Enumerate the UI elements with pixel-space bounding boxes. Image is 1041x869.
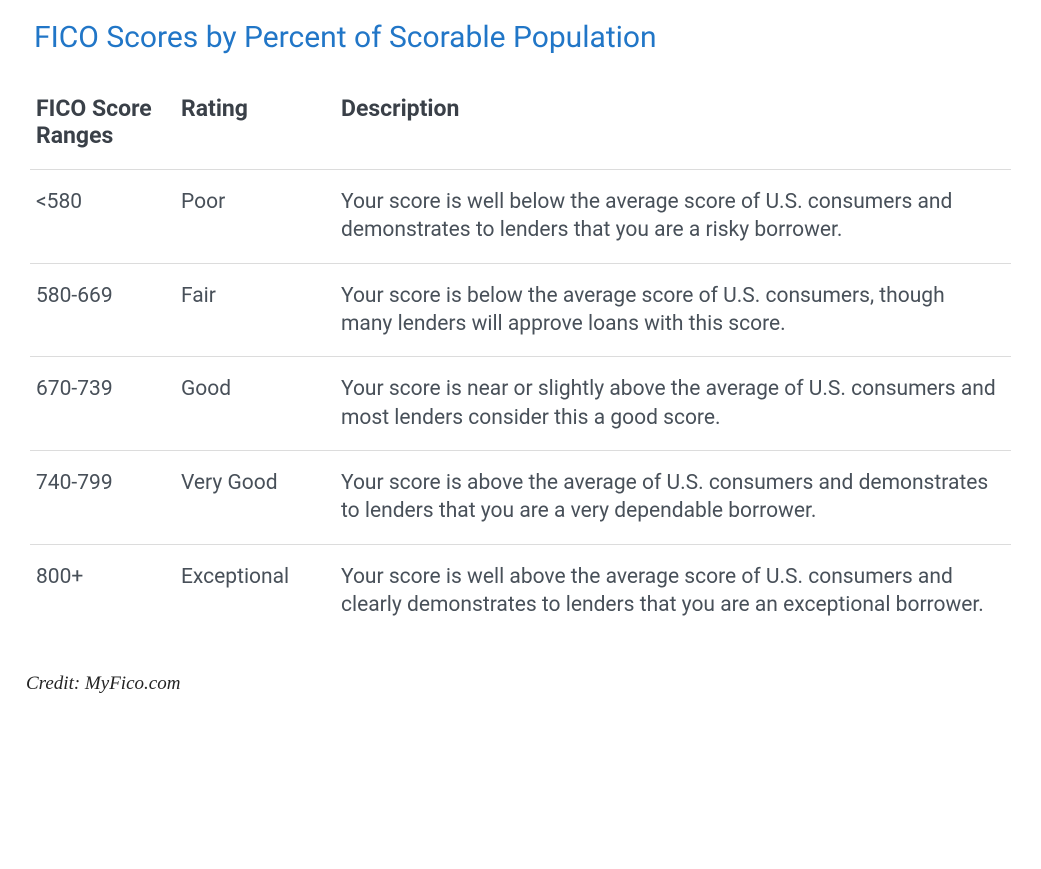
col-header-range: FICO Score Ranges (30, 85, 175, 170)
cell-rating: Fair (175, 263, 335, 357)
page-title: FICO Scores by Percent of Scorable Popul… (34, 20, 1011, 55)
cell-range: 740-799 (30, 451, 175, 545)
cell-range: 670-739 (30, 357, 175, 451)
table-row: 740-799 Very Good Your score is above th… (30, 451, 1011, 545)
table-row: 580-669 Fair Your score is below the ave… (30, 263, 1011, 357)
col-header-description: Description (335, 85, 1011, 170)
cell-description: Your score is near or slightly above the… (335, 357, 1011, 451)
cell-rating: Very Good (175, 451, 335, 545)
cell-description: Your score is below the average score of… (335, 263, 1011, 357)
cell-rating: Exceptional (175, 544, 335, 637)
table-row: 670-739 Good Your score is near or sligh… (30, 357, 1011, 451)
cell-description: Your score is above the average of U.S. … (335, 451, 1011, 545)
cell-description: Your score is well above the average sco… (335, 544, 1011, 637)
cell-description: Your score is well below the average sco… (335, 170, 1011, 264)
table-row: <580 Poor Your score is well below the a… (30, 170, 1011, 264)
table-row: 800+ Exceptional Your score is well abov… (30, 544, 1011, 637)
cell-range: 800+ (30, 544, 175, 637)
cell-range: 580-669 (30, 263, 175, 357)
cell-range: <580 (30, 170, 175, 264)
credit-line: Credit: MyFico.com (26, 673, 1011, 695)
cell-rating: Good (175, 357, 335, 451)
cell-rating: Poor (175, 170, 335, 264)
fico-table: FICO Score Ranges Rating Description <58… (30, 85, 1011, 637)
col-header-rating: Rating (175, 85, 335, 170)
